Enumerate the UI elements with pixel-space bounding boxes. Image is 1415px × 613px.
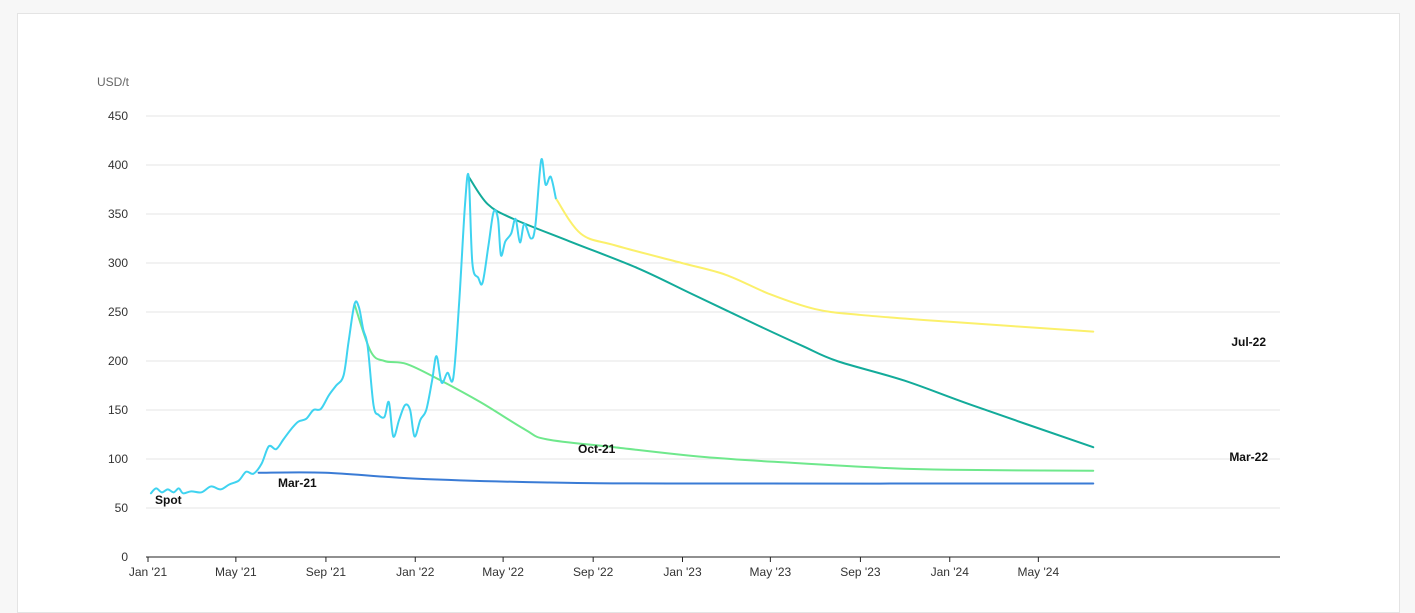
x-tick-label: Jan '22 (396, 565, 435, 579)
x-tick-label: May '21 (215, 565, 257, 579)
x-tick-label: Jan '23 (663, 565, 702, 579)
series-lines (149, 158, 1095, 495)
series-line-jul-22 (554, 197, 1095, 333)
y-axis-ticks: 0 50 100 150 200 250 300 350 400 450 (108, 109, 128, 564)
x-tick-label: May '23 (750, 565, 792, 579)
x-tick-label: Sep '22 (573, 565, 614, 579)
series-label-spot: Spot (155, 493, 182, 507)
chart-card (17, 13, 1400, 613)
y-tick-label: 300 (108, 256, 128, 270)
x-tick-label: Sep '23 (840, 565, 881, 579)
series-line-mar-21 (257, 471, 1095, 485)
series-label-jul-22: Jul-22 (1231, 335, 1266, 349)
y-tick-label: 50 (115, 501, 129, 515)
series-line-mar-22 (467, 175, 1095, 449)
y-tick-label: 100 (108, 452, 128, 466)
y-tick-label: 150 (108, 403, 128, 417)
series-line-oct-21 (353, 303, 1095, 472)
x-tick-label: May '22 (482, 565, 524, 579)
x-axis-ticks: Jan '21 May '21 Sep '21 Jan '22 May '22 Sep '… (129, 557, 1060, 579)
series-labels: Mar-21 Oct-21 Mar-22 Jul-22 Spot (155, 335, 1268, 507)
series-label-oct-21: Oct-21 (578, 442, 616, 456)
y-tick-label: 200 (108, 354, 128, 368)
y-tick-label: 350 (108, 207, 128, 221)
series-line-spot (149, 158, 557, 495)
y-tick-label: 0 (121, 550, 128, 564)
grid (146, 115, 1280, 509)
y-axis-unit-label: USD/t (97, 75, 130, 89)
y-tick-label: 250 (108, 305, 128, 319)
y-tick-label: 400 (108, 158, 128, 172)
x-tick-label: Sep '21 (306, 565, 347, 579)
x-tick-label: May '24 (1018, 565, 1060, 579)
y-tick-label: 450 (108, 109, 128, 123)
x-tick-label: Jan '21 (129, 565, 168, 579)
x-tick-label: Jan '24 (931, 565, 970, 579)
series-label-mar-21: Mar-21 (278, 476, 317, 490)
series-label-mar-22: Mar-22 (1229, 450, 1268, 464)
